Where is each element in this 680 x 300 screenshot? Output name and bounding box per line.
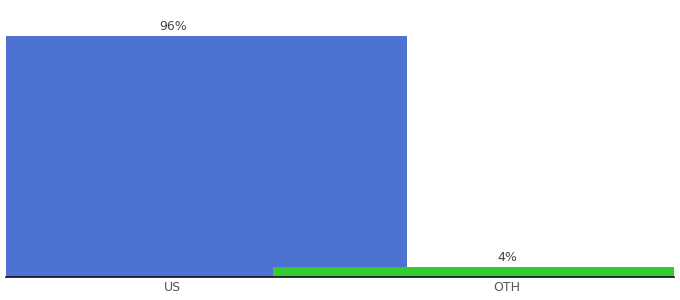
Text: 4%: 4% — [497, 251, 517, 264]
Bar — [273, 266, 680, 277]
Bar — [0, 36, 407, 277]
Text: 96%: 96% — [159, 20, 186, 33]
